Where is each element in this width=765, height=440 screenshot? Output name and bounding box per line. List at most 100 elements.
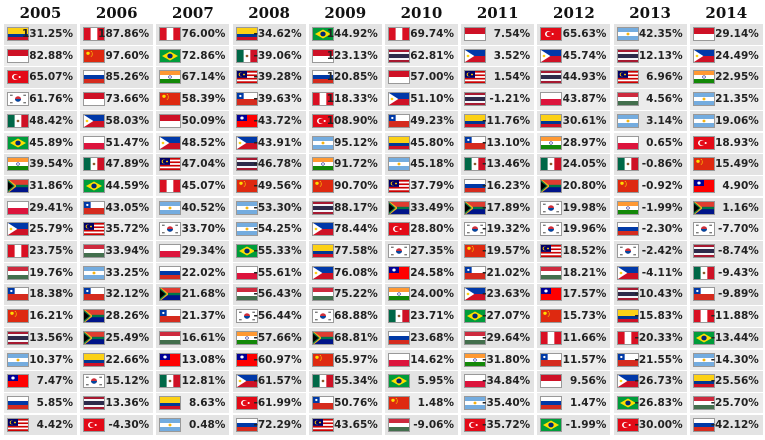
- table-cell: -15.83%: [613, 306, 687, 327]
- table-cell: 123.13%: [308, 45, 382, 67]
- table-cell: 31.86%: [4, 175, 77, 197]
- return-value: -13.46%: [482, 158, 531, 171]
- philippines-flag-icon: [83, 113, 106, 128]
- indonesia-flag-icon: [464, 27, 487, 41]
- return-value: 0.65%: [646, 136, 683, 149]
- return-value: -2.30%: [641, 223, 683, 236]
- return-value: -31.80%: [482, 353, 531, 366]
- table-cell: -9.89%: [689, 284, 763, 305]
- table-cell: 28.97%: [537, 132, 611, 153]
- turkey-flag-icon: [692, 135, 715, 150]
- south-korea-flag-icon: [83, 374, 106, 389]
- hungary-flag-icon: [235, 287, 258, 302]
- table-cell: 16.61%: [156, 327, 230, 349]
- malaysia-flag-icon: [616, 70, 639, 85]
- table-cell: -13.44%: [689, 327, 763, 349]
- table-cell: 45.80%: [385, 132, 458, 153]
- table-cell: 76.00%: [156, 24, 230, 45]
- return-value: 44.59%: [105, 179, 150, 192]
- poland-flag-icon: [235, 265, 258, 280]
- indonesia-flag-icon: [692, 27, 715, 41]
- return-value: -39.06%: [253, 49, 302, 62]
- return-value: -20.33%: [634, 331, 683, 344]
- table-cell: 48.42%: [4, 110, 77, 132]
- table-cell: 9.56%: [537, 371, 611, 392]
- table-cell: 24.05%: [537, 154, 611, 175]
- table-cell: 88.17%: [308, 197, 382, 219]
- colombia-flag-icon: [83, 352, 106, 367]
- thailand-flag-icon: [692, 244, 715, 258]
- table-cell: 12.13%: [613, 45, 687, 67]
- table-cell: 50.76%: [308, 392, 382, 414]
- india-flag-icon: [540, 135, 563, 150]
- argentina-flag-icon: [616, 27, 639, 41]
- return-value: 65.97%: [334, 353, 378, 366]
- philippines-flag-icon: [464, 48, 487, 63]
- table-cell: 42.35%: [613, 24, 687, 45]
- india-flag-icon: [235, 330, 258, 345]
- return-value: 35.72%: [105, 223, 150, 236]
- taiwan-flag-icon: [7, 374, 29, 389]
- philippines-flag-icon: [7, 222, 29, 237]
- table-cell: -27.07%: [461, 306, 535, 327]
- return-value: 18.21%: [562, 266, 607, 279]
- return-value: 1.47%: [569, 396, 607, 409]
- peru-flag-icon: [388, 27, 410, 41]
- indonesia-flag-icon: [388, 70, 410, 85]
- table-cell: 4.56%: [613, 89, 687, 110]
- return-value: -1.99%: [641, 201, 683, 214]
- year-header: 2013: [629, 4, 671, 22]
- colombia-flag-icon: [692, 374, 715, 389]
- mexico-flag-icon: [311, 374, 334, 389]
- return-value: 187.86%: [98, 28, 150, 40]
- return-value: 16.61%: [181, 331, 226, 344]
- thailand-flag-icon: [7, 330, 29, 345]
- return-value: -16.23%: [482, 179, 531, 192]
- table-cell: 7.47%: [4, 371, 77, 392]
- table-cell: 18.52%: [537, 241, 611, 262]
- return-value: -25.70%: [710, 396, 759, 409]
- peru-flag-icon: [692, 309, 715, 324]
- argentina-flag-icon: [311, 135, 334, 150]
- colombia-flag-icon: [464, 113, 487, 128]
- table-cell: 0.48%: [156, 414, 230, 436]
- china-flag-icon: [83, 48, 106, 63]
- malaysia-flag-icon: [235, 70, 258, 85]
- year-column: 2005 131.25% 82.88% 65.07% 61.76% 48.42% 45.89…: [4, 3, 77, 436]
- return-value: 3.14%: [646, 114, 683, 127]
- peru-flag-icon: [616, 330, 639, 345]
- table-cell: 47.89%: [80, 154, 154, 175]
- return-value: 12.81%: [181, 375, 226, 388]
- india-flag-icon: [692, 70, 715, 85]
- return-value: 49.23%: [410, 114, 454, 127]
- return-value: 75.22%: [334, 288, 378, 301]
- table-cell: -53.30%: [232, 197, 306, 219]
- turkey-flag-icon: [540, 27, 563, 41]
- table-cell: 44.59%: [80, 175, 154, 197]
- table-cell: 65.07%: [4, 67, 77, 88]
- return-value: 3.52%: [493, 49, 531, 62]
- return-value: 85.26%: [105, 71, 150, 84]
- table-cell: -56.44%: [232, 306, 306, 327]
- taiwan-flag-icon: [540, 287, 563, 302]
- table-cell: -2.30%: [613, 219, 687, 240]
- table-cell: -16.23%: [461, 175, 535, 197]
- table-cell: 8.63%: [156, 392, 230, 414]
- return-value: -26.73%: [634, 375, 683, 388]
- philippines-flag-icon: [464, 287, 487, 302]
- table-cell: 85.26%: [80, 67, 154, 88]
- table-cell: 43.05%: [80, 197, 154, 219]
- table-cell: 39.54%: [4, 154, 77, 175]
- table-cell: -31.80%: [461, 349, 535, 370]
- return-value: 24.05%: [562, 158, 607, 171]
- year-header: 2007: [172, 4, 214, 22]
- south-korea-flag-icon: [540, 222, 563, 237]
- year-column: 2006 187.86% 97.60% 85.26% 73.66% 58.03% 51.47…: [80, 3, 154, 436]
- return-value: 15.12%: [105, 375, 150, 388]
- return-value: 22.95%: [715, 71, 759, 84]
- india-flag-icon: [464, 352, 487, 367]
- hungary-flag-icon: [540, 265, 563, 280]
- table-cell: -20.33%: [613, 327, 687, 349]
- table-cell: 51.10%: [385, 89, 458, 110]
- year-header: 2009: [324, 4, 367, 22]
